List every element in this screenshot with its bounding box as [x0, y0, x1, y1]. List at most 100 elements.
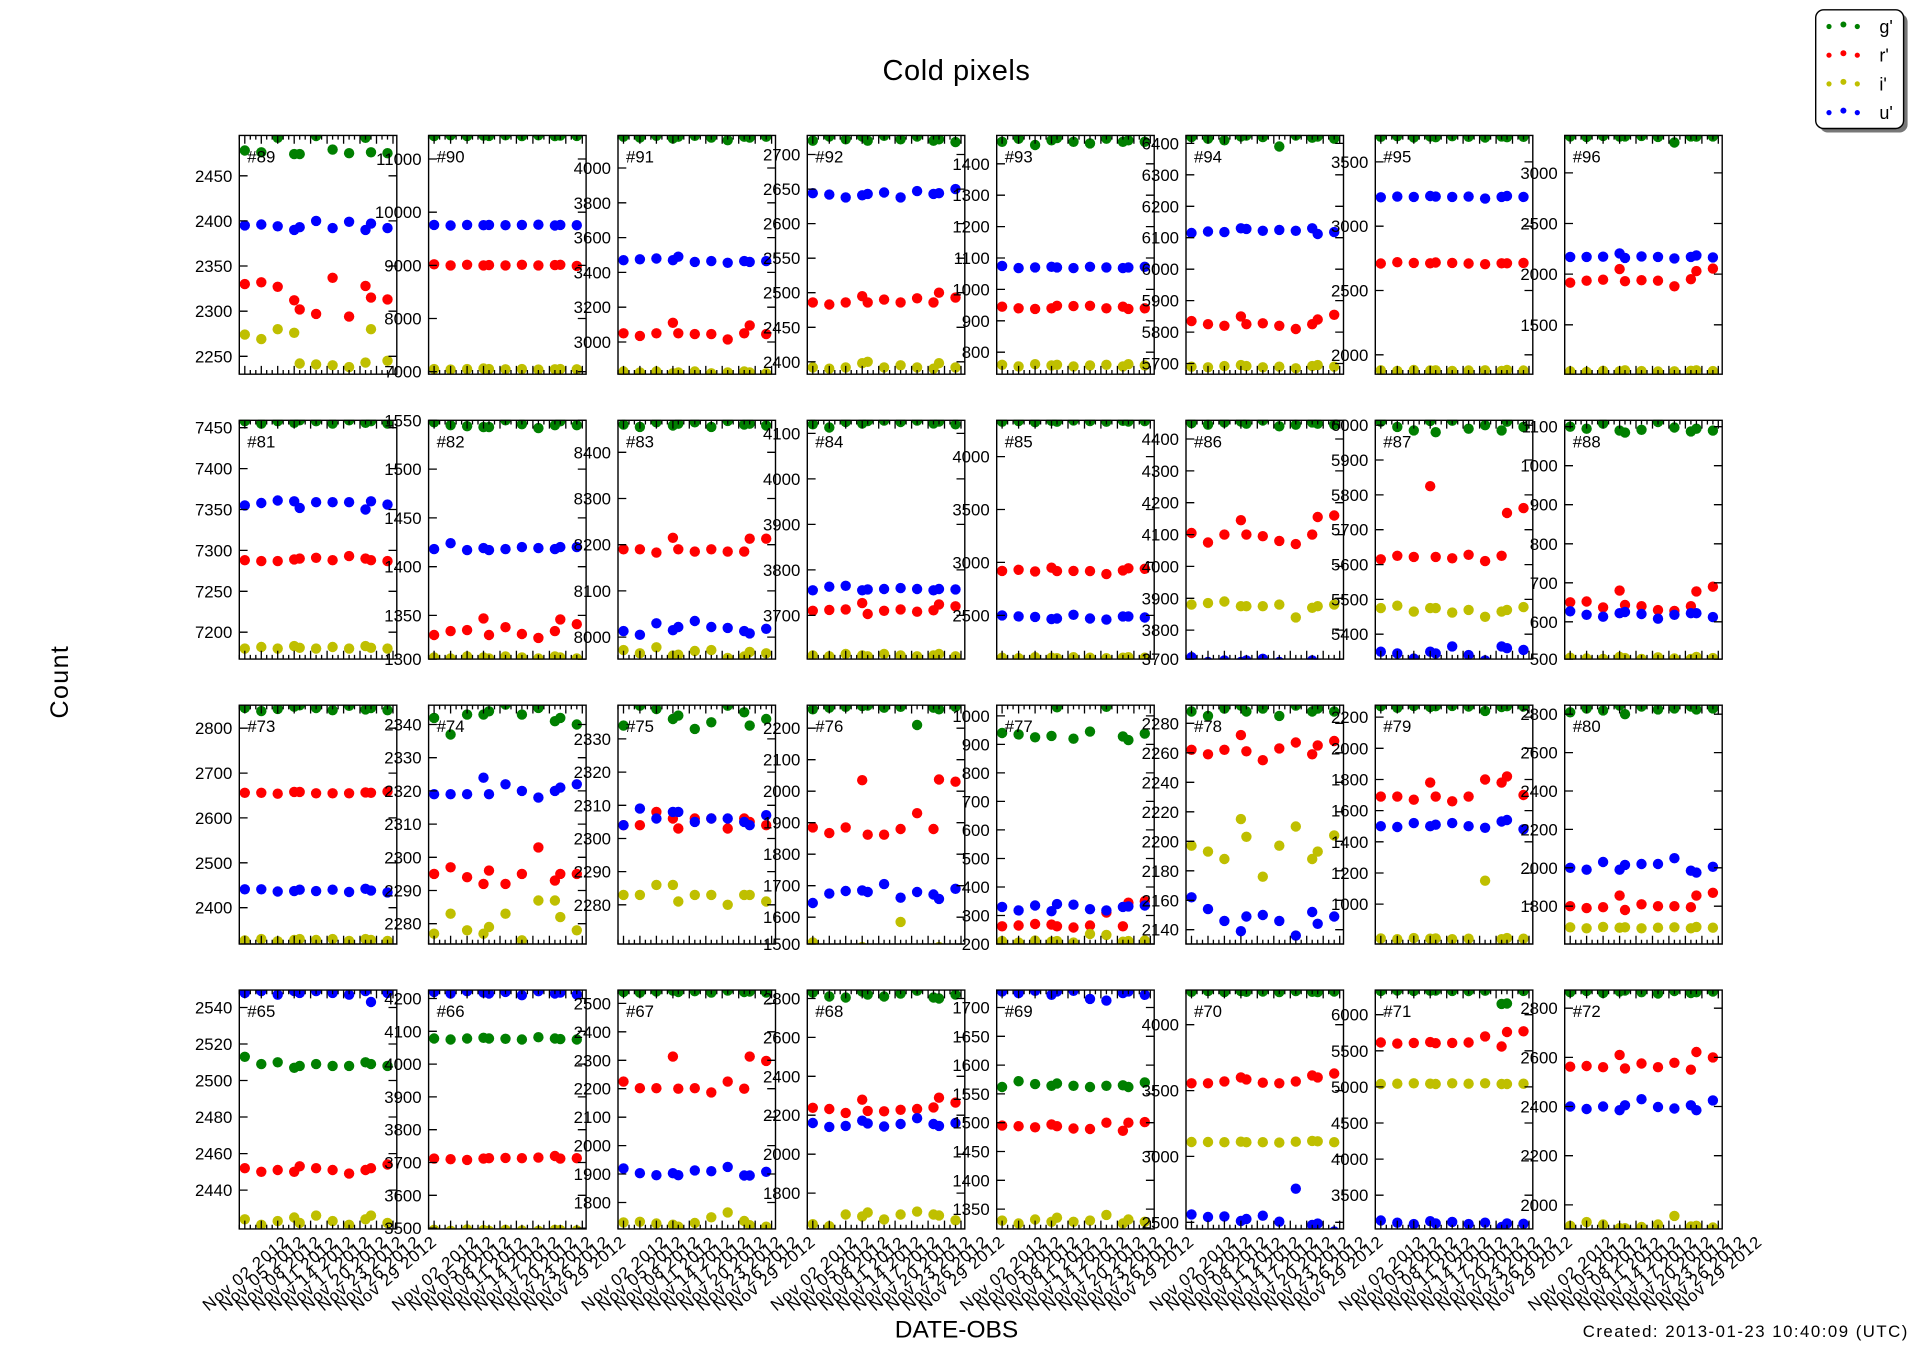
svg-text:2200: 2200 [763, 1106, 800, 1125]
svg-text:#66: #66 [437, 1002, 465, 1021]
svg-text:900: 900 [1530, 496, 1558, 515]
svg-text:#85: #85 [1005, 432, 1033, 451]
svg-text:4000: 4000 [1142, 1016, 1179, 1035]
svg-text:8400: 8400 [574, 443, 611, 462]
svg-text:#73: #73 [247, 717, 275, 736]
svg-text:1500: 1500 [763, 935, 800, 954]
svg-text:700: 700 [962, 792, 990, 811]
svg-text:2400: 2400 [1520, 782, 1557, 801]
svg-text:1800: 1800 [763, 845, 800, 864]
svg-text:6000: 6000 [1142, 260, 1179, 279]
svg-text:#91: #91 [626, 147, 654, 166]
svg-text:5600: 5600 [1331, 556, 1368, 575]
svg-text:8300: 8300 [574, 490, 611, 509]
svg-text:3600: 3600 [384, 1186, 421, 1205]
svg-text:2600: 2600 [1520, 1048, 1557, 1067]
svg-text:#77: #77 [1005, 717, 1033, 736]
svg-text:4500: 4500 [1331, 1114, 1368, 1133]
svg-text:4100: 4100 [1142, 526, 1179, 545]
svg-text:1350: 1350 [952, 1200, 989, 1219]
svg-text:1400: 1400 [952, 1171, 989, 1190]
svg-text:#68: #68 [815, 1002, 843, 1021]
svg-text:2000: 2000 [1520, 859, 1557, 878]
svg-text:2550: 2550 [763, 249, 800, 268]
svg-text:#72: #72 [1573, 1002, 1601, 1021]
svg-text:2280: 2280 [1142, 714, 1179, 733]
svg-text:2440: 2440 [195, 1181, 232, 1200]
svg-text:3800: 3800 [763, 561, 800, 580]
svg-text:1800: 1800 [1520, 897, 1557, 916]
svg-text:2600: 2600 [763, 215, 800, 234]
svg-text:2300: 2300 [574, 830, 611, 849]
svg-text:11000: 11000 [376, 150, 421, 169]
svg-text:1200: 1200 [952, 218, 989, 237]
svg-text:4200: 4200 [384, 990, 421, 1009]
svg-text:2300: 2300 [195, 302, 232, 321]
svg-text:6100: 6100 [1142, 229, 1179, 248]
svg-text:#79: #79 [1383, 717, 1411, 736]
svg-text:#95: #95 [1383, 147, 1411, 166]
svg-text:#87: #87 [1383, 432, 1411, 451]
svg-text:7400: 7400 [195, 460, 232, 479]
svg-text:3200: 3200 [574, 298, 611, 317]
svg-text:3000: 3000 [1142, 1147, 1179, 1166]
svg-text:4000: 4000 [384, 1055, 421, 1074]
svg-text:2000: 2000 [574, 1137, 611, 1156]
svg-text:1400: 1400 [1331, 833, 1368, 852]
svg-text:2100: 2100 [574, 1108, 611, 1127]
svg-text:#69: #69 [1005, 1002, 1033, 1021]
svg-text:2240: 2240 [1142, 773, 1179, 792]
svg-text:5500: 5500 [1331, 1042, 1368, 1061]
svg-text:2200: 2200 [574, 1080, 611, 1099]
svg-text:2500: 2500 [1142, 1213, 1179, 1232]
svg-text:#82: #82 [437, 432, 465, 451]
svg-text:2140: 2140 [1142, 921, 1179, 940]
svg-text:2330: 2330 [574, 730, 611, 749]
svg-text:3000: 3000 [952, 553, 989, 572]
svg-text:#80: #80 [1573, 717, 1601, 736]
svg-text:1500: 1500 [1520, 316, 1557, 335]
svg-text:2500: 2500 [763, 284, 800, 303]
svg-text:5900: 5900 [1331, 451, 1368, 470]
svg-text:8000: 8000 [574, 628, 611, 647]
svg-text:2700: 2700 [763, 146, 800, 165]
svg-text:3700: 3700 [1142, 650, 1179, 669]
svg-text:g': g' [1879, 17, 1892, 37]
svg-text:2600: 2600 [195, 809, 232, 828]
svg-text:4000: 4000 [1331, 1150, 1368, 1169]
svg-text:1500: 1500 [384, 460, 421, 479]
svg-text:2600: 2600 [763, 1028, 800, 1047]
svg-text:2200: 2200 [1520, 1147, 1557, 1166]
svg-text:Created: 2013-01-23 10:40:09 (: Created: 2013-01-23 10:40:09 (UTC) [1583, 1322, 1909, 1341]
svg-text:1800: 1800 [1331, 771, 1368, 790]
svg-text:2340: 2340 [384, 716, 421, 735]
svg-text:#65: #65 [247, 1002, 275, 1021]
svg-text:1400: 1400 [952, 155, 989, 174]
svg-text:#88: #88 [1573, 432, 1601, 451]
svg-text:1900: 1900 [574, 1165, 611, 1184]
svg-text:8000: 8000 [384, 310, 421, 329]
svg-text:5800: 5800 [1331, 486, 1368, 505]
svg-text:#76: #76 [815, 717, 843, 736]
svg-text:DATE-OBS: DATE-OBS [895, 1317, 1018, 1344]
svg-text:3900: 3900 [1142, 589, 1179, 608]
svg-text:2000: 2000 [1331, 739, 1368, 758]
svg-text:2310: 2310 [574, 796, 611, 815]
svg-text:2500: 2500 [1331, 282, 1368, 301]
svg-text:1000: 1000 [1520, 457, 1557, 476]
svg-text:2400: 2400 [574, 1023, 611, 1042]
svg-text:2000: 2000 [1520, 1196, 1557, 1215]
svg-text:3000: 3000 [1520, 164, 1557, 183]
svg-text:3000: 3000 [574, 333, 611, 352]
svg-text:3700: 3700 [763, 606, 800, 625]
svg-text:6300: 6300 [1142, 166, 1179, 185]
svg-text:6000: 6000 [1331, 1006, 1368, 1025]
svg-text:5400: 5400 [1331, 625, 1368, 644]
svg-text:6200: 6200 [1142, 197, 1179, 216]
svg-text:1550: 1550 [952, 1085, 989, 1104]
svg-text:2000: 2000 [763, 1145, 800, 1164]
svg-text:#75: #75 [626, 717, 654, 736]
svg-text:4400: 4400 [1142, 430, 1179, 449]
svg-text:#90: #90 [437, 147, 465, 166]
svg-text:2000: 2000 [1331, 346, 1368, 365]
